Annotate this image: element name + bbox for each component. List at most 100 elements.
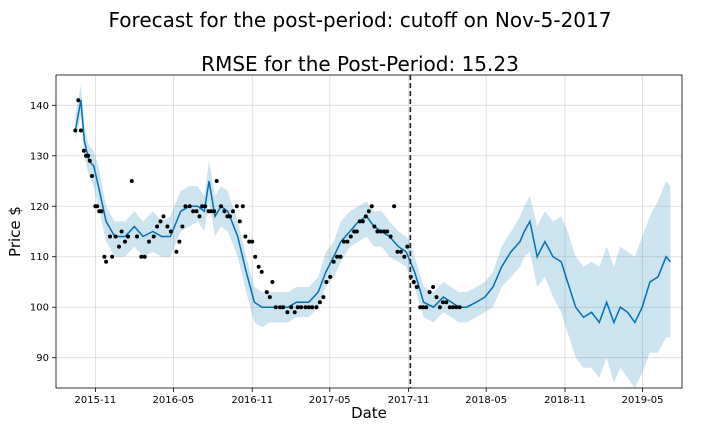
observed-point: [378, 229, 383, 234]
observed-point: [267, 295, 272, 300]
x-axis: 2015-11 2016-05 2016-11 2017-05 2017-11 2018-…: [75, 388, 663, 406]
observed-point: [256, 264, 261, 269]
x-tick-label: 2017-05: [309, 395, 351, 406]
y-tick-label: 100: [30, 303, 49, 314]
observed-point: [447, 305, 452, 310]
forecast-line: [74, 100, 671, 325]
observed-point: [411, 280, 416, 284]
observed-point: [177, 239, 182, 244]
observed-point: [295, 305, 300, 310]
observed-point: [247, 239, 252, 244]
observed-point: [234, 204, 239, 209]
observed-point: [354, 229, 359, 234]
observed-point: [424, 305, 429, 310]
observed-point: [285, 310, 290, 315]
observed-point: [102, 254, 107, 259]
observed-point: [151, 234, 156, 239]
x-tick-label: 2016-05: [153, 395, 195, 406]
observed-point: [76, 98, 81, 103]
observed-point: [382, 229, 387, 234]
observed-point: [437, 305, 442, 310]
observed-point: [191, 209, 196, 214]
y-tick-label: 120: [30, 202, 49, 213]
observed-point: [335, 254, 340, 259]
observed-point: [444, 300, 449, 305]
chart-subtitle: RMSE for the Post-Period: 15.23: [201, 52, 519, 76]
observed-point: [126, 234, 130, 239]
observed-point: [174, 249, 179, 254]
y-tick-label: 90: [36, 353, 49, 364]
observed-point: [81, 148, 86, 153]
observed-point: [147, 239, 151, 244]
y-tick-label: 110: [30, 252, 49, 263]
observed-point: [187, 204, 192, 209]
observed-point: [372, 224, 377, 229]
observed-point: [317, 300, 322, 305]
observed-point: [200, 204, 205, 209]
observed-point: [281, 305, 286, 310]
y-axis-label: Price $: [6, 206, 24, 257]
y-axis: 90 100 110 120 130 140: [30, 101, 56, 364]
observed-point: [310, 305, 315, 310]
observed-point: [454, 305, 459, 310]
observed-points: [73, 98, 462, 315]
observed-point: [165, 224, 170, 229]
observed-point: [209, 209, 214, 214]
observed-point: [398, 249, 403, 254]
observed-point: [119, 229, 124, 234]
observed-point: [434, 295, 439, 300]
observed-point: [375, 229, 380, 234]
observed-point: [450, 305, 455, 310]
observed-point: [414, 285, 419, 289]
observed-point: [348, 234, 353, 239]
y-tick-label: 140: [30, 101, 49, 112]
observed-point: [405, 244, 410, 249]
observed-point: [392, 204, 397, 209]
observed-point: [222, 209, 227, 214]
observed-point: [228, 214, 232, 219]
observed-point: [328, 274, 333, 279]
observed-point: [273, 305, 278, 310]
observed-point: [168, 229, 173, 234]
observed-point: [194, 209, 199, 214]
x-tick-label: 2015-11: [75, 395, 117, 406]
observed-point: [395, 249, 400, 254]
chart-title: Forecast for the post-period: cutoff on …: [108, 8, 612, 32]
observed-point: [99, 209, 104, 214]
observed-point: [183, 204, 188, 209]
x-axis-label: Date: [351, 404, 387, 422]
observed-point: [90, 174, 94, 178]
observed-point: [457, 305, 462, 310]
observed-point: [108, 234, 112, 239]
observed-point: [303, 305, 308, 310]
y-tick-label: 130: [30, 151, 49, 162]
observed-point: [237, 219, 242, 224]
observed-point: [292, 310, 297, 315]
observed-point: [113, 234, 118, 239]
observed-point: [431, 285, 436, 289]
observed-point: [135, 234, 139, 239]
observed-point: [197, 214, 202, 219]
observed-point: [427, 290, 432, 295]
observed-point: [338, 254, 343, 259]
observed-point: [360, 219, 365, 224]
x-tick-label: 2018-11: [544, 395, 586, 406]
observed-point: [117, 244, 121, 249]
observed-point: [87, 158, 92, 163]
x-tick-label: 2017-11: [388, 395, 430, 406]
observed-point: [440, 300, 445, 305]
observed-point: [155, 224, 160, 229]
observed-point: [321, 295, 326, 300]
observed-point: [243, 234, 248, 239]
observed-point: [253, 254, 258, 259]
observed-point: [306, 305, 311, 310]
observed-point: [289, 305, 294, 310]
observed-point: [270, 280, 275, 284]
observed-point: [385, 229, 390, 234]
observed-point: [418, 305, 423, 310]
observed-point: [324, 280, 329, 284]
x-tick-label: 2018-05: [465, 395, 507, 406]
observed-point: [366, 209, 371, 214]
observed-point: [264, 290, 269, 295]
